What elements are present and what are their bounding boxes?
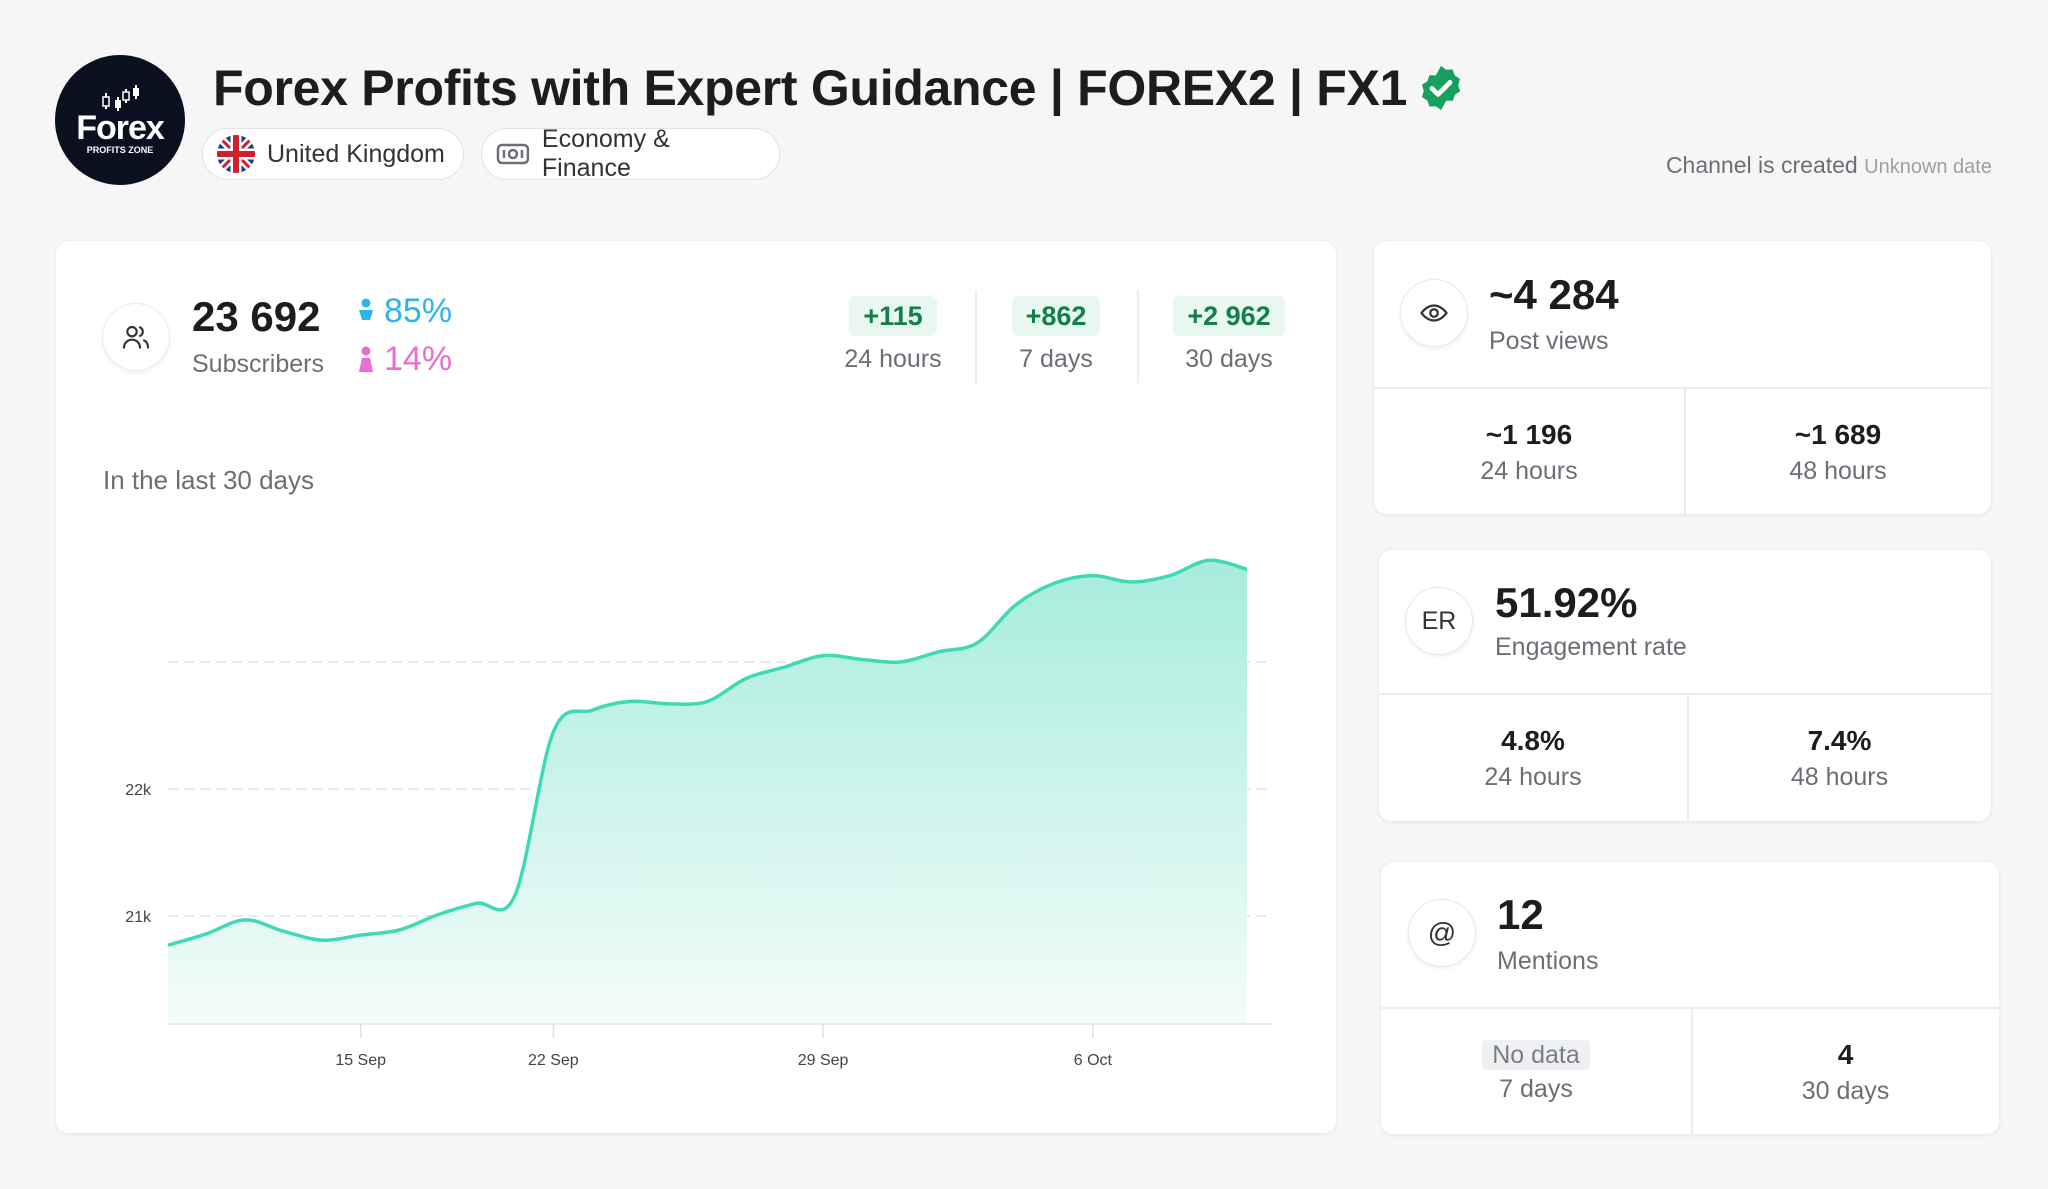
female-pct: 14% xyxy=(384,340,453,378)
er-48h: 7.4% 48 hours xyxy=(1688,694,1991,822)
cell-label: 24 hours xyxy=(1484,763,1582,791)
delta-24h: +115 24 hours xyxy=(813,296,973,374)
cell-label: 24 hours xyxy=(1480,456,1578,485)
x-tick-label: 29 Sep xyxy=(798,1052,849,1069)
delta-label: 30 days xyxy=(1185,345,1273,373)
banknote-icon xyxy=(496,143,530,165)
delta-label: 7 days xyxy=(1019,345,1093,373)
male-pct: 85% xyxy=(384,292,453,330)
country-label: United Kingdom xyxy=(267,139,445,168)
channel-created: Channel is created Unknown date xyxy=(1666,152,1992,179)
cell-value: ~1 689 xyxy=(1794,418,1882,450)
channel-avatar: Forex PROFITS ZONE xyxy=(55,55,185,185)
divider xyxy=(1374,387,1991,389)
delta-30d: +2 962 30 days xyxy=(1149,296,1309,374)
candlestick-icon xyxy=(102,85,139,111)
cell-label: 30 days xyxy=(1801,1076,1890,1105)
x-tick-label: 15 Sep xyxy=(335,1052,386,1069)
chart-line xyxy=(167,558,1248,947)
cell-value: 7.4% xyxy=(1807,725,1872,756)
subscriber-count: 23 692 xyxy=(192,293,321,340)
cell-value: ~1 196 xyxy=(1485,418,1573,450)
subscribers-chart[interactable]: 21k 22k 15 Sep 22 Sep 29 Sep 6 Oct xyxy=(100,520,1300,1080)
post-views-value: ~4 284 xyxy=(1489,271,1619,318)
verified-badge-icon xyxy=(1422,66,1461,110)
engagement-label: Engagement rate xyxy=(1495,633,1687,661)
delta-value: +115 xyxy=(849,296,937,336)
x-tick-label: 22 Sep xyxy=(528,1052,579,1069)
engagement-card: ER 51.92% Engagement rate 4.8% 24 hours … xyxy=(1378,549,1992,822)
x-tick-label: 6 Oct xyxy=(1074,1052,1113,1069)
views-48h: ~1 689 48 hours xyxy=(1685,388,1991,515)
delta-value: +2 962 xyxy=(1173,296,1285,336)
delta-value: +862 xyxy=(1011,296,1101,336)
cell-value: 4.8% xyxy=(1501,725,1565,756)
chart-period-label: In the last 30 days xyxy=(103,465,315,495)
country-tag[interactable]: United Kingdom xyxy=(202,128,464,180)
category-tag[interactable]: Economy & Finance xyxy=(481,125,780,182)
post-views-label: Post views xyxy=(1489,327,1609,355)
created-date: Unknown date xyxy=(1864,156,1992,178)
cell-label: 7 days xyxy=(1499,1074,1573,1103)
channel-title-text: Forex Profits with Expert Guidance | FOR… xyxy=(213,60,1408,116)
divider xyxy=(1381,1007,1999,1009)
delta-7d: +862 7 days xyxy=(976,296,1136,374)
channel-title: Forex Profits with Expert Guidance | FOR… xyxy=(213,56,1465,120)
at-icon-text: @ xyxy=(1427,917,1457,948)
divider xyxy=(1379,693,1991,695)
users-icon xyxy=(102,303,170,371)
divider xyxy=(1691,1008,1693,1135)
cell-value: 4 xyxy=(1837,1038,1854,1070)
eye-icon xyxy=(1400,279,1468,347)
female-icon xyxy=(359,346,373,372)
no-data-badge: No data xyxy=(1482,1039,1590,1070)
engagement-value: 51.92% xyxy=(1495,579,1638,626)
cell-label: 48 hours xyxy=(1789,456,1887,485)
uk-flag-icon xyxy=(217,135,255,173)
female-share: 14% xyxy=(358,340,452,379)
er-icon-text: ER xyxy=(1421,606,1457,635)
views-24h: ~1 196 24 hours xyxy=(1374,388,1684,515)
male-share: 85% xyxy=(358,292,452,331)
post-views-card: ~4 284 Post views ~1 196 24 hours ~1 689… xyxy=(1373,240,1992,515)
y-tick-label: 21k xyxy=(125,909,152,926)
er-icon: ER xyxy=(1405,587,1473,655)
mentions-label: Mentions xyxy=(1497,947,1599,975)
mentions-7d: No data 7 days xyxy=(1381,1008,1691,1135)
created-label: Channel is created xyxy=(1665,152,1858,178)
mentions-30d: 4 30 days xyxy=(1692,1008,1999,1135)
mentions-card: @ 12 Mentions No data 7 days 4 30 days xyxy=(1380,861,2000,1135)
divider xyxy=(1137,290,1139,383)
subscriber-label: Subscribers xyxy=(192,350,324,378)
mentions-value: 12 xyxy=(1497,891,1544,938)
male-icon xyxy=(359,298,373,320)
er-24h: 4.8% 24 hours xyxy=(1379,694,1687,822)
divider xyxy=(975,290,977,383)
divider xyxy=(1687,694,1689,822)
divider xyxy=(1684,388,1686,515)
cell-label: 48 hours xyxy=(1790,763,1889,791)
chart-area xyxy=(168,560,1247,1024)
at-icon: @ xyxy=(1408,899,1476,967)
y-tick-label: 22k xyxy=(125,782,152,799)
category-label: Economy & Finance xyxy=(541,125,670,182)
delta-label: 24 hours xyxy=(844,345,942,373)
